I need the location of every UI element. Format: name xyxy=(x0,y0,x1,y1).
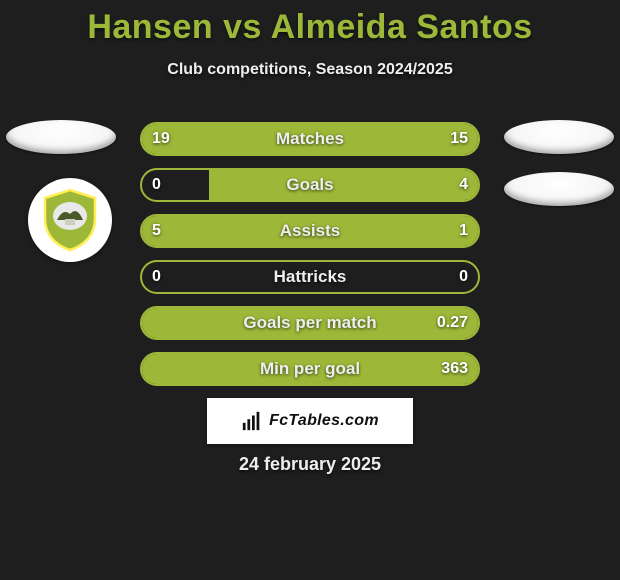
stat-bars: Matches1915Goals04Assists51Hattricks00Go… xyxy=(140,122,480,386)
bar-value-left: 5 xyxy=(142,216,171,246)
bar-label: Hattricks xyxy=(142,262,478,292)
club-crest-circle xyxy=(28,178,112,262)
bar-value-right: 15 xyxy=(440,124,478,154)
brand-badge[interactable]: FcTables.com xyxy=(207,398,413,444)
player-right-badge-2 xyxy=(504,172,614,206)
bar-value-right: 0 xyxy=(449,262,478,292)
bar-value-right: 363 xyxy=(431,354,478,384)
bar-value-right: 4 xyxy=(449,170,478,200)
shield-icon xyxy=(41,188,99,252)
subtitle: Club competitions, Season 2024/2025 xyxy=(0,61,620,79)
bar-value-right: 1 xyxy=(449,216,478,246)
bar-value-left: 0 xyxy=(142,262,171,292)
bar-value-left: 19 xyxy=(142,124,180,154)
widget-root: Hansen vs Almeida Santos Club competitio… xyxy=(0,0,620,580)
club-crest xyxy=(28,178,112,262)
brand-text: FcTables.com xyxy=(269,412,379,430)
stat-bar: Goals04 xyxy=(140,168,480,202)
page-title: Hansen vs Almeida Santos xyxy=(0,0,620,47)
stat-bar: Hattricks0 0 xyxy=(140,260,480,294)
stat-bar: Assists51 xyxy=(140,214,480,248)
date-label: 24 february 2025 xyxy=(0,454,620,475)
bar-value-right: 0.27 xyxy=(427,308,478,338)
player-right-badge-1 xyxy=(504,120,614,154)
bar-fill-left xyxy=(142,216,404,246)
stat-bar: Matches1915 xyxy=(140,122,480,156)
bar-value-left xyxy=(142,308,162,338)
player-left-badge xyxy=(6,120,116,154)
stat-bar: Min per goal363 xyxy=(140,352,480,386)
bar-fill-right xyxy=(142,354,478,384)
bar-fill-right xyxy=(209,170,478,200)
fctables-logo-icon xyxy=(241,410,263,432)
bar-value-left xyxy=(142,354,162,384)
bar-value-left: 0 xyxy=(142,170,171,200)
stat-bar: Goals per match0.27 xyxy=(140,306,480,340)
